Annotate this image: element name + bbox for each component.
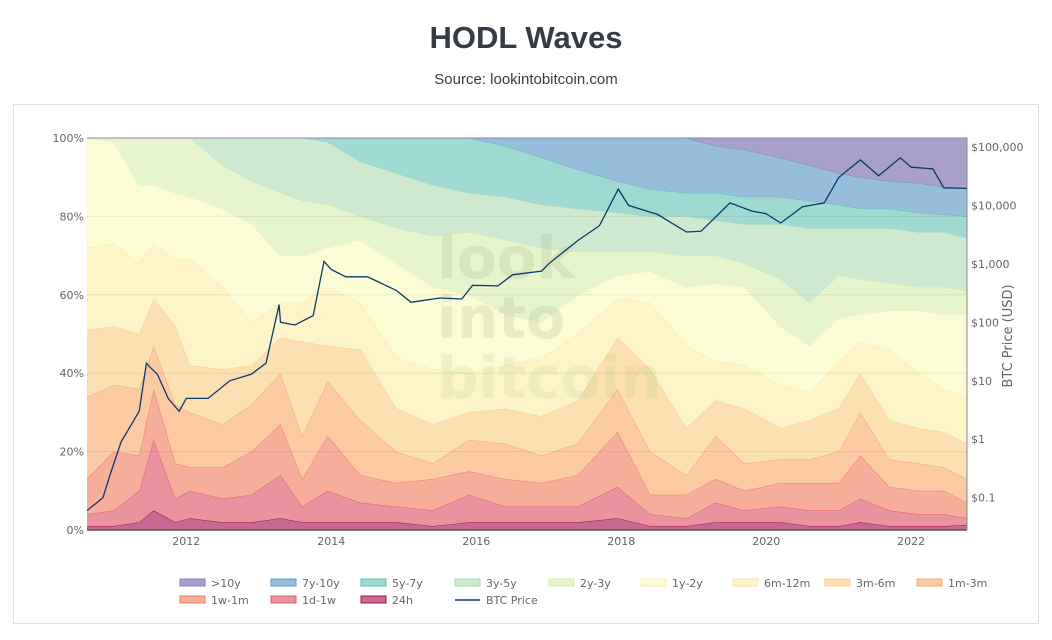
chart-card xyxy=(13,104,1039,624)
watermark-word: into xyxy=(437,284,566,352)
legend-item-3y-5y[interactable]: 3y-5y xyxy=(454,577,517,590)
y-right-tick-label: $1 xyxy=(971,433,985,446)
legend-swatch xyxy=(548,578,575,587)
legend-item-1w-1m[interactable]: 1w-1m xyxy=(179,594,249,607)
x-tick-label: 2012 xyxy=(172,535,200,548)
chart-title: HODL Waves xyxy=(429,20,623,55)
stacked-areas xyxy=(86,137,968,530)
legend-item-1d-1w[interactable]: 1d-1w xyxy=(270,594,336,607)
y-right-tick-label: $100,000 xyxy=(971,141,1024,154)
x-tick-label: 2020 xyxy=(752,535,780,548)
y-tick-label: 60% xyxy=(60,289,84,302)
legend-item-3m-6m[interactable]: 3m-6m xyxy=(824,577,895,590)
area-1y-2y xyxy=(87,138,967,397)
y-tick-label: 0% xyxy=(67,524,84,537)
legend-label: 1y-2y xyxy=(672,577,703,590)
x-tick-label: 2016 xyxy=(462,535,490,548)
right-axis-title: BTC Price (USD) xyxy=(1001,284,1016,387)
legend-item-2y-3y[interactable]: 2y-3y xyxy=(548,577,611,590)
legend-swatch xyxy=(732,578,759,587)
legend-label: 3m-6m xyxy=(856,577,895,590)
y-right-tick-label: $0.1 xyxy=(971,492,996,505)
legend-label: 2y-3y xyxy=(580,577,611,590)
legend-swatch xyxy=(179,595,206,604)
area-3m-6m xyxy=(87,298,967,479)
y-tick-label: 80% xyxy=(60,210,84,223)
legend-label: 7y-10y xyxy=(302,577,340,590)
legend-label: 1d-1w xyxy=(302,594,336,607)
legend-item-1y-2y[interactable]: 1y-2y xyxy=(640,577,703,590)
x-tick-label: 2018 xyxy=(607,535,635,548)
y-tick-label: 100% xyxy=(53,132,84,145)
y-right-tick-label: $10,000 xyxy=(971,199,1017,212)
x-tick-label: 2014 xyxy=(317,535,345,548)
legend-label: BTC Price xyxy=(486,594,538,607)
legend-swatch xyxy=(360,595,387,604)
area-5y-7y xyxy=(87,138,967,238)
area-3y-5y xyxy=(87,138,967,303)
watermark-logo: look into bitcoin xyxy=(437,224,662,412)
y-tick-label: 20% xyxy=(60,446,84,459)
legend-item-7y-10y[interactable]: 7y-10y xyxy=(270,577,340,590)
area-1w-1m xyxy=(87,388,967,519)
legend-label: 3y-5y xyxy=(486,577,517,590)
axes: 0% 20% 40% 60% 80% 100% $0.1 $1 $10 $100 $1,000 $10… xyxy=(53,132,1024,548)
legend-label: 6m-12m xyxy=(764,577,810,590)
btc-price-line xyxy=(86,156,968,512)
legend-item-6m-12m[interactable]: 6m-12m xyxy=(732,577,810,590)
legend-item-1m-3m[interactable]: 1m-3m xyxy=(916,577,987,590)
watermark-word: look xyxy=(437,224,577,292)
legend-swatch xyxy=(454,578,481,587)
legend-swatch xyxy=(270,578,297,587)
legend-item-BTC Price[interactable]: BTC Price xyxy=(455,594,538,607)
btc-price-path xyxy=(86,156,968,512)
legend-swatch xyxy=(179,578,206,587)
legend-swatch xyxy=(916,578,943,587)
gridlines xyxy=(87,215,967,453)
y-tick-label: 40% xyxy=(60,367,84,380)
y-right-tick-label: $100 xyxy=(971,316,999,329)
x-tick-label: 2022 xyxy=(897,535,925,548)
y-right-tick-label: $10 xyxy=(971,375,992,388)
area-6m-12m xyxy=(87,243,967,444)
legend-item-5y-7y[interactable]: 5y-7y xyxy=(360,577,423,590)
area-7y-10y xyxy=(87,138,967,217)
chart-subtitle: Source: lookintobitcoin.com xyxy=(434,71,618,88)
legend-label: >10y xyxy=(211,577,241,590)
legend-label: 1m-3m xyxy=(948,577,987,590)
legend-swatch xyxy=(360,578,387,587)
area->10y xyxy=(87,138,967,189)
legend-label: 5y-7y xyxy=(392,577,423,590)
area-24h xyxy=(87,510,967,530)
legend-item-24h[interactable]: 24h xyxy=(360,594,413,607)
legend-item->10y[interactable]: >10y xyxy=(179,577,241,590)
y-right-tick-label: $1,000 xyxy=(971,258,1010,271)
area-2y-3y xyxy=(87,138,967,346)
legend-swatch xyxy=(640,578,667,587)
area-1d-1w xyxy=(87,439,967,527)
legend-label: 1w-1m xyxy=(211,594,249,607)
watermark-word: bitcoin xyxy=(437,344,662,412)
legend-swatch xyxy=(824,578,851,587)
legend-label: 24h xyxy=(392,594,413,607)
legend-swatch xyxy=(270,595,297,604)
legend: >10y 7y-10y 5y-7y 3y-5y 2y-3y 1y-2y 6m-12m 3m-6… xyxy=(179,577,987,607)
